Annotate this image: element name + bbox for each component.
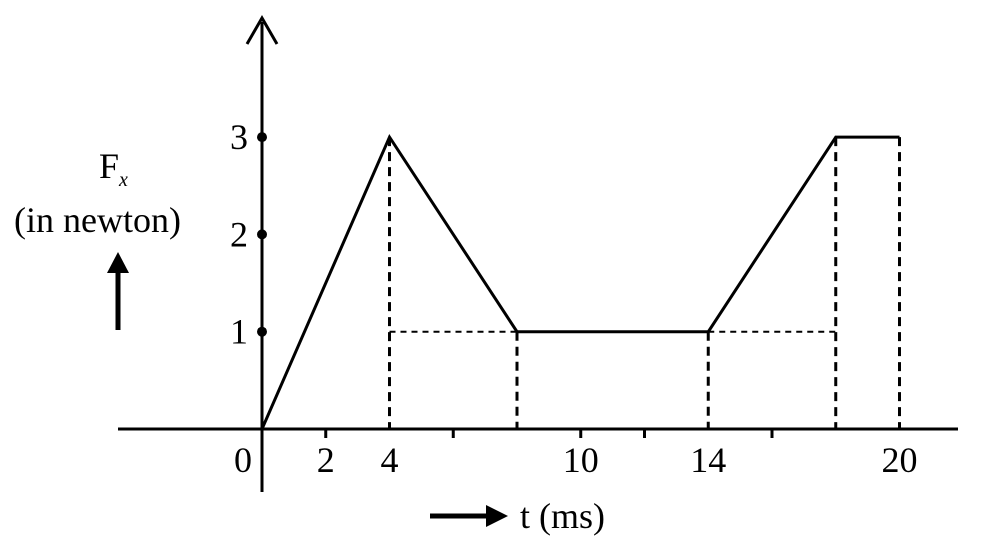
x-tick-label-2: 2 [317,440,335,480]
y-axis-arrow-icon [245,14,279,45]
x-tick-labels: 2 4 10 14 20 [317,440,918,480]
y-tick-dot-2 [257,229,267,240]
origin-label: 0 [234,440,252,480]
y-tick-label-2: 2 [230,214,248,254]
ylabel-symbol: Fx [99,146,128,191]
x-tick-label-20: 20 [882,440,918,480]
y-tick-dot-3 [257,132,267,143]
up-arrow-head-icon [107,252,129,273]
dashed-guides [388,137,901,429]
x-minor-ticks [324,429,774,438]
x-tick-label-10: 10 [563,440,599,480]
right-arrow-head-icon [486,505,508,527]
force-series-line [260,133,900,430]
ylabel-unit: (in newton) [14,200,181,240]
x-tick-label-4: 4 [381,440,399,480]
y-axis-label: Fx (in newton) [14,146,181,330]
x-axis-label: t (ms) [430,496,605,536]
y-tick-label-3: 3 [230,117,248,157]
x-tick-label-14: 14 [690,440,726,480]
y-tick-dot-1 [257,326,267,337]
y-tick-label-1: 1 [230,312,248,352]
xlabel-text: t (ms) [520,496,605,536]
y-ticks: 1 2 3 [230,117,267,352]
